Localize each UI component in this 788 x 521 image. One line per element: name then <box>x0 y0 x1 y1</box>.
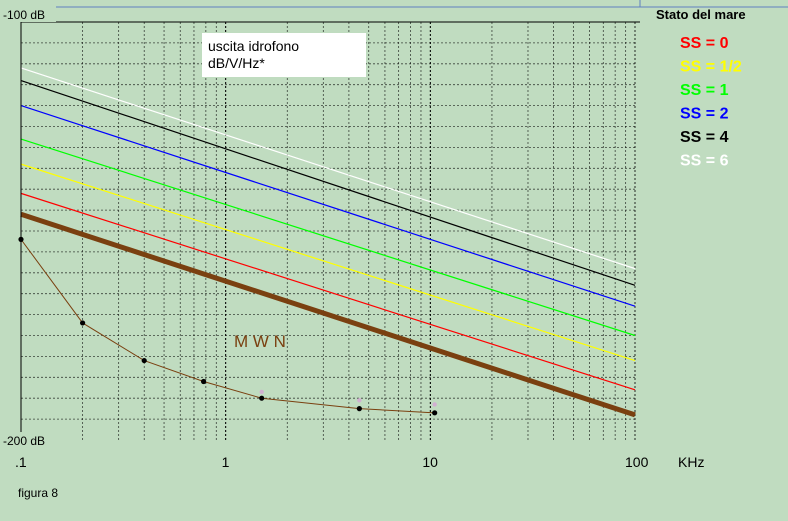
x-tick-label: 1 <box>222 454 230 470</box>
x-tick-label: .1 <box>15 454 27 470</box>
y-top-label: -100 dB <box>3 8 45 22</box>
measured-curve <box>20 239 435 414</box>
mwn-label: M W N <box>234 332 286 351</box>
measured-point <box>141 357 147 364</box>
series-line-4 <box>20 79 636 286</box>
measured-point <box>259 395 265 401</box>
measured-point <box>80 320 86 326</box>
legend-title: Stato del mare <box>656 7 746 22</box>
measured-point <box>356 406 362 412</box>
series-line-3 <box>20 105 636 307</box>
series-line-0 <box>20 192 636 391</box>
legend-entry-1: SS = 1/2 <box>680 59 742 76</box>
measured-layer <box>18 236 438 416</box>
grid <box>20 22 636 440</box>
x-tick-labels: .1 1 10 100 <box>15 454 649 470</box>
legend: SS = 0 SS = 1/2 SS = 1 SS = 2 SS = 4 SS = 6 <box>680 35 742 170</box>
measured-point <box>432 410 438 416</box>
measured-faint-point <box>259 389 264 395</box>
y-bottom-label-bg <box>0 432 56 448</box>
legend-entry-0: SS = 0 <box>680 35 729 52</box>
x-tick-label: 100 <box>625 454 649 470</box>
figure-label: figura 8 <box>18 486 58 500</box>
series-line-5 <box>20 67 636 270</box>
annotation-box <box>202 33 366 77</box>
legend-entry-5: SS = 6 <box>680 153 729 170</box>
annotation-line-2: dB/V/Hz* <box>208 55 265 71</box>
series-line-1 <box>20 163 636 362</box>
series-layer <box>20 67 636 418</box>
y-top-label-bg <box>0 6 56 22</box>
series-line-2 <box>20 138 636 337</box>
annotation-line-1: uscita idrofono <box>208 38 299 54</box>
measured-faint-point <box>432 402 437 407</box>
x-axis-label: KHz <box>678 454 704 470</box>
measured-faint-point <box>357 398 362 403</box>
legend-entry-3: SS = 2 <box>680 106 729 123</box>
mwn-line <box>20 211 636 418</box>
measured-point <box>200 378 207 385</box>
legend-entry-2: SS = 1 <box>680 82 729 99</box>
x-tick-label: 10 <box>422 454 438 470</box>
y-bottom-label: -200 dB <box>3 434 45 448</box>
legend-entry-4: SS = 4 <box>680 129 729 146</box>
